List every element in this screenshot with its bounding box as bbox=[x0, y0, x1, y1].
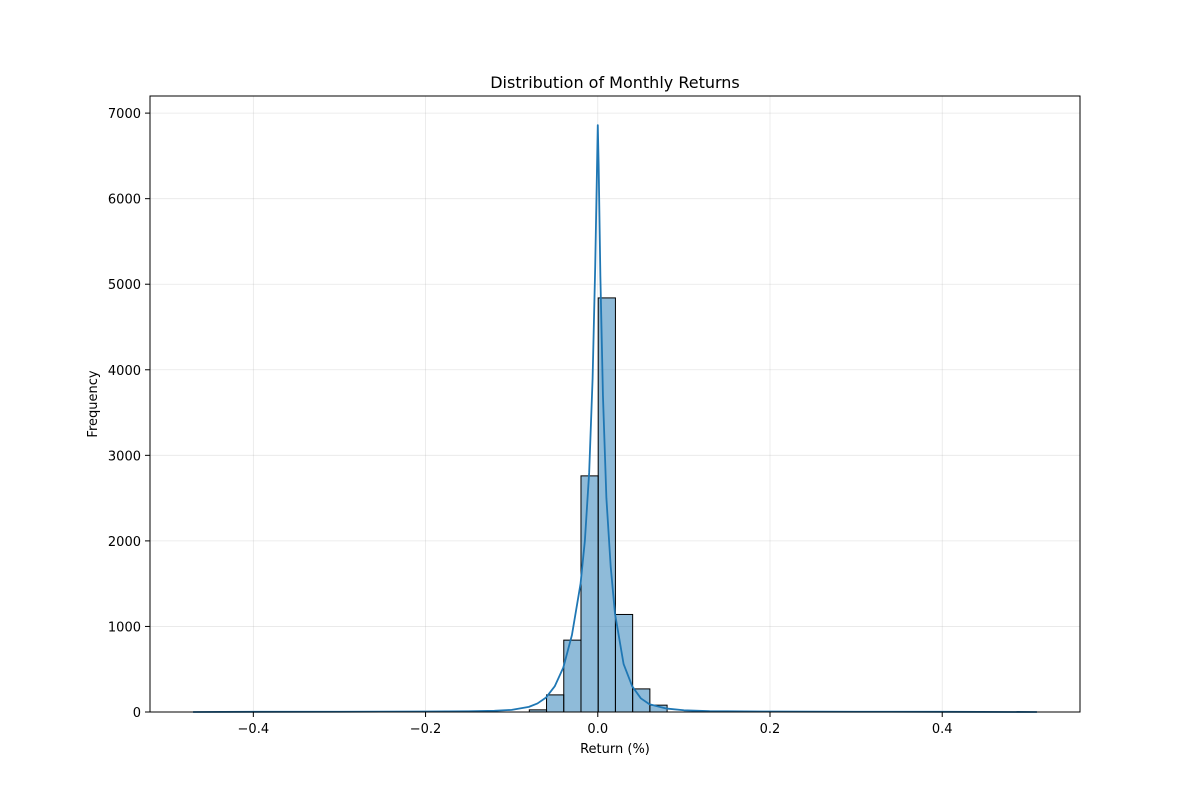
x-tick-label: 0.0 bbox=[587, 722, 608, 737]
y-tick-label: 3000 bbox=[108, 449, 141, 464]
plot-frame bbox=[149, 95, 1081, 713]
y-tick-label: 1000 bbox=[108, 620, 141, 635]
y-tick-label: 6000 bbox=[108, 193, 141, 208]
chart-title: Distribution of Monthly Returns bbox=[490, 73, 740, 92]
x-tick-label: −0.2 bbox=[410, 722, 442, 737]
y-tick-label: 2000 bbox=[108, 535, 141, 550]
histogram-bar bbox=[632, 688, 651, 713]
x-tick-label: −0.4 bbox=[238, 722, 270, 737]
kde-layer bbox=[193, 124, 1037, 713]
histogram-bar bbox=[546, 694, 565, 713]
y-tick-label: 0 bbox=[133, 706, 141, 721]
kde-curve bbox=[193, 124, 1037, 713]
x-axis-ticks: −0.4 −0.2 0.0 0.2 0.4 bbox=[238, 712, 953, 737]
y-tick-label: 4000 bbox=[108, 364, 141, 379]
x-tick-label: 0.4 bbox=[932, 722, 953, 737]
x-axis-label: Return (%) bbox=[580, 742, 650, 757]
y-tick-label: 7000 bbox=[108, 107, 141, 122]
y-tick-label: 5000 bbox=[108, 278, 141, 293]
y-axis-ticks: 0 1000 2000 3000 4000 5000 6000 7000 bbox=[108, 107, 150, 721]
x-tick-label: 0.2 bbox=[760, 722, 781, 737]
histogram-bar bbox=[580, 475, 599, 713]
y-axis-label: Frequency bbox=[86, 370, 101, 437]
histogram-bar bbox=[563, 639, 582, 713]
